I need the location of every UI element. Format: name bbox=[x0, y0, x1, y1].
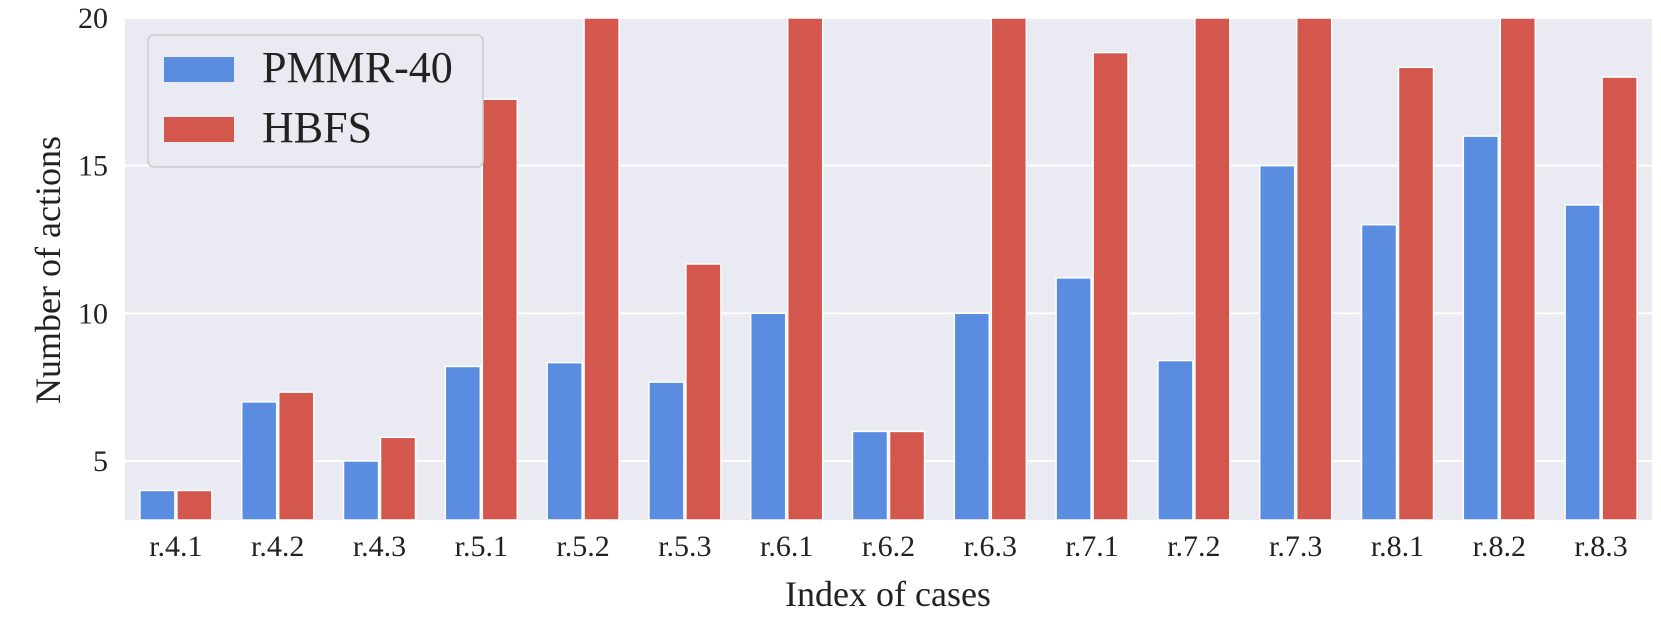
x-tick-r-4-2: r.4.2 bbox=[251, 530, 304, 563]
bar-hbfs-r-7-3 bbox=[1295, 17, 1333, 521]
bar-hbfs-r-6-1 bbox=[786, 17, 824, 521]
bar-hbfs-r-8-3 bbox=[1601, 76, 1638, 521]
bar-pmmr-40-r-6-1 bbox=[749, 312, 787, 521]
legend-swatch-pmmr-40 bbox=[164, 57, 234, 82]
bar-pmmr-40-r-4-1 bbox=[139, 489, 176, 521]
x-tick-r-5-2: r.5.2 bbox=[556, 530, 609, 563]
x-tick-r-8-2: r.8.2 bbox=[1473, 530, 1526, 563]
bar-hbfs-r-8-1 bbox=[1397, 66, 1435, 521]
y-tick-labels: 5 10 15 20 bbox=[78, 2, 108, 478]
bar-pmmr-40-r-4-2 bbox=[240, 401, 278, 521]
bar-pmmr-40-r-7-1 bbox=[1055, 277, 1092, 521]
bar-pmmr-40-r-6-2 bbox=[851, 430, 889, 521]
x-tick-r-6-2: r.6.2 bbox=[862, 530, 915, 563]
bar-pmmr-40-r-7-2 bbox=[1157, 359, 1194, 521]
bars bbox=[139, 17, 1638, 521]
bar-pmmr-40-r-4-3 bbox=[342, 460, 380, 521]
bar-pmmr-40-r-5-1 bbox=[444, 365, 482, 521]
bar-hbfs-r-5-3 bbox=[685, 263, 722, 521]
x-axis-title: Index of cases bbox=[785, 574, 991, 614]
y-tick-20: 20 bbox=[78, 2, 108, 35]
x-tick-labels: r.4.1 r.4.2 r.4.3 r.5.1 r.5.2 r.5.3 r.6.1 r.6.2… bbox=[149, 530, 1628, 563]
x-tick-r-7-1: r.7.1 bbox=[1065, 530, 1118, 563]
legend-swatch-hbfs bbox=[164, 117, 234, 142]
bar-hbfs-r-6-2 bbox=[888, 430, 926, 521]
bar-hbfs-r-5-1 bbox=[481, 98, 519, 521]
x-tick-r-8-1: r.8.1 bbox=[1371, 530, 1424, 563]
x-tick-r-7-3: r.7.3 bbox=[1269, 530, 1322, 563]
x-tick-r-5-3: r.5.3 bbox=[658, 530, 711, 563]
x-tick-r-8-3: r.8.3 bbox=[1574, 530, 1627, 563]
bar-hbfs-r-4-2 bbox=[277, 391, 315, 521]
x-tick-r-6-3: r.6.3 bbox=[964, 530, 1017, 563]
bar-hbfs-r-4-3 bbox=[379, 436, 417, 521]
x-tick-r-5-1: r.5.1 bbox=[455, 530, 508, 563]
bar-hbfs-r-6-3 bbox=[990, 17, 1028, 521]
bar-pmmr-40-r-6-3 bbox=[953, 312, 991, 521]
legend: PMMR-40 HBFS bbox=[147, 34, 484, 168]
bar-hbfs-r-8-2 bbox=[1499, 17, 1537, 521]
legend-label-pmmr-40: PMMR-40 bbox=[262, 43, 453, 92]
bar-pmmr-40-r-7-3 bbox=[1258, 164, 1296, 521]
bar-hbfs-r-7-1 bbox=[1092, 51, 1129, 521]
bar-hbfs-r-4-1 bbox=[176, 489, 213, 521]
bar-pmmr-40-r-5-3 bbox=[648, 381, 685, 521]
y-tick-5: 5 bbox=[93, 445, 108, 478]
bar-pmmr-40-r-8-3 bbox=[1564, 204, 1601, 521]
legend-label-hbfs: HBFS bbox=[262, 103, 372, 152]
y-tick-10: 10 bbox=[78, 297, 108, 330]
bar-pmmr-40-r-8-2 bbox=[1462, 135, 1500, 521]
y-tick-15: 15 bbox=[78, 150, 108, 183]
x-tick-r-6-1: r.6.1 bbox=[760, 530, 813, 563]
x-tick-r-4-3: r.4.3 bbox=[353, 530, 406, 563]
bar-pmmr-40-r-8-1 bbox=[1360, 223, 1398, 521]
x-tick-r-7-2: r.7.2 bbox=[1167, 530, 1220, 563]
bar-pmmr-40-r-5-2 bbox=[546, 361, 583, 521]
bar-hbfs-r-7-2 bbox=[1194, 17, 1231, 521]
y-axis-title: Number of actions bbox=[28, 136, 68, 404]
bar-hbfs-r-5-2 bbox=[583, 17, 620, 521]
x-tick-r-4-1: r.4.1 bbox=[149, 530, 202, 563]
